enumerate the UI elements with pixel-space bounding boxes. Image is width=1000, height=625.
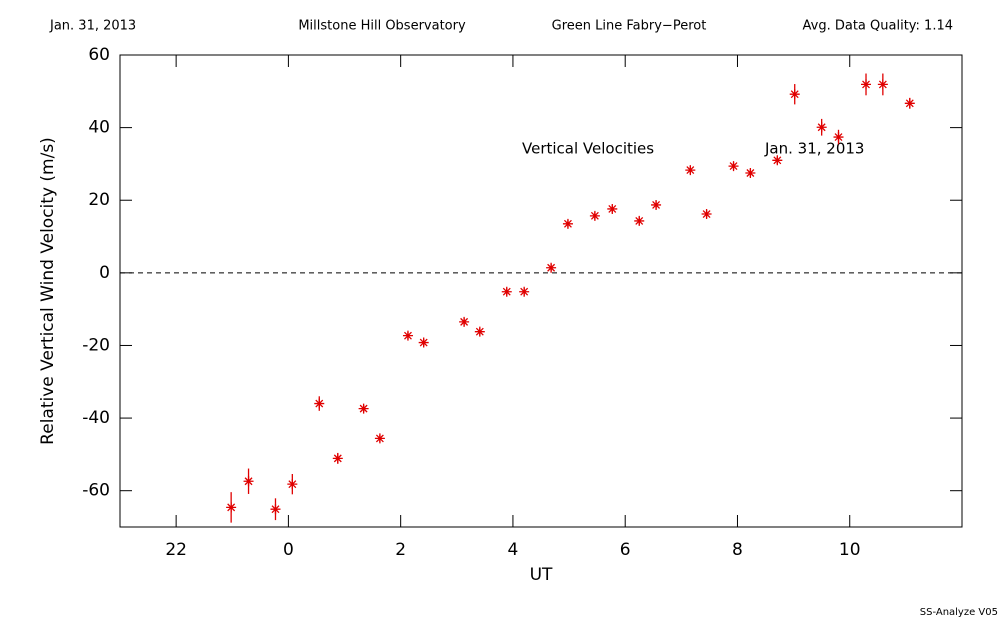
point: [701, 209, 712, 220]
point: [374, 433, 385, 444]
point: [402, 330, 413, 341]
point: [904, 98, 915, 109]
header-observatory: Millstone Hill Observatory: [298, 19, 466, 34]
point: [607, 203, 618, 214]
point: [789, 89, 800, 100]
point: [519, 286, 530, 297]
point: [562, 218, 573, 229]
point: [226, 502, 237, 513]
point: [418, 337, 429, 348]
y-tick-label: -60: [82, 481, 110, 501]
x-tick-label: 22: [165, 540, 187, 560]
point: [877, 79, 888, 90]
y-tick-label: -20: [82, 335, 110, 355]
point: [745, 168, 756, 178]
header-quality: Avg. Data Quality: 1.14: [803, 19, 953, 34]
annotation: Jan. 31, 2013: [764, 140, 864, 158]
point: [474, 326, 485, 337]
x-tick-label: 8: [732, 540, 743, 560]
point: [314, 398, 325, 409]
point: [833, 132, 844, 143]
y-tick-label: -40: [82, 408, 110, 428]
x-tick-label: 6: [620, 540, 631, 560]
y-tick-label: 60: [88, 45, 110, 65]
point: [589, 210, 600, 221]
annotation: Vertical Velocities: [522, 140, 654, 158]
x-tick-label: 2: [395, 540, 406, 560]
point: [287, 479, 298, 490]
y-axis-label: Relative Vertical Wind Velocity (m/s): [38, 137, 58, 445]
x-tick-label: 0: [283, 540, 294, 560]
plot-frame: [119, 54, 963, 528]
footer: SS-Analyze V05: [920, 607, 998, 618]
header-date: Jan. 31, 2013: [49, 19, 136, 34]
point: [243, 476, 254, 487]
point: [651, 199, 662, 210]
point: [861, 79, 872, 90]
y-tick-label: 40: [88, 118, 110, 138]
point: [270, 504, 281, 515]
x-tick-label: 4: [508, 540, 519, 560]
y-tick-label: 20: [88, 190, 110, 210]
point: [816, 122, 827, 133]
point: [358, 403, 369, 414]
x-tick-label: 10: [839, 540, 861, 560]
header-instrument: Green Line Fabry−Perot: [552, 19, 707, 34]
point: [501, 286, 512, 297]
point: [459, 316, 470, 327]
point: [772, 155, 783, 166]
point: [685, 165, 696, 176]
y-tick-label: 0: [99, 263, 110, 283]
point: [546, 262, 557, 273]
point: [728, 161, 739, 172]
point: [634, 215, 645, 226]
x-axis-label: UT: [530, 565, 553, 585]
point: [332, 453, 343, 464]
